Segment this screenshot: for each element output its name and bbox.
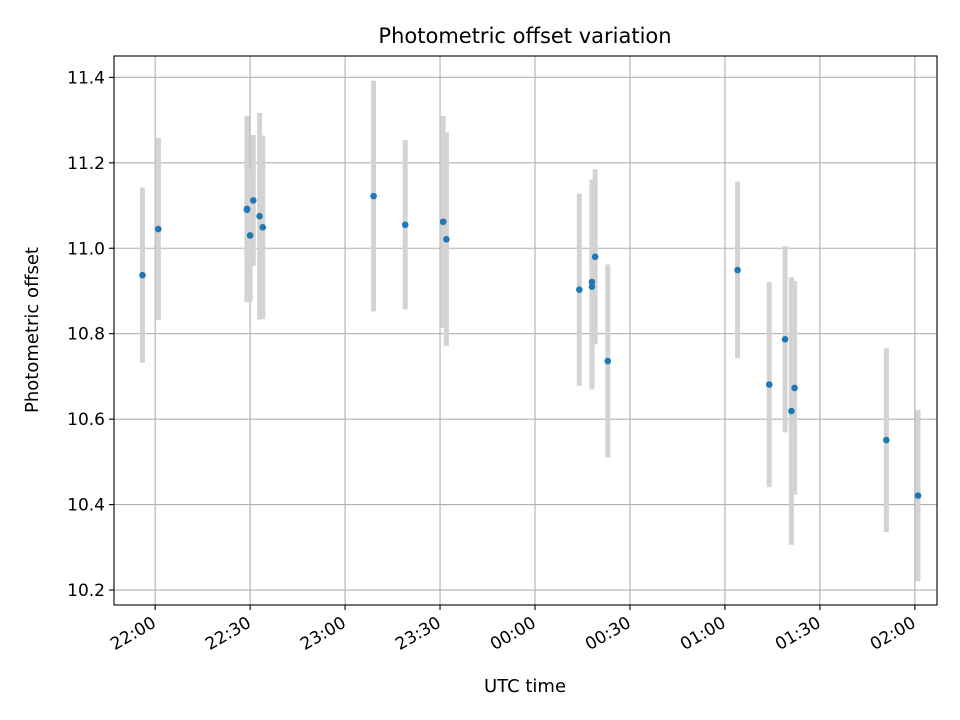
x-axis-label: UTC time: [484, 676, 566, 697]
data-point: [443, 235, 450, 243]
data-point: [591, 253, 599, 261]
data-point: [259, 224, 267, 231]
data-point: [734, 266, 741, 274]
data-point: [249, 197, 257, 204]
y-tick-label: 10.2: [67, 581, 105, 601]
data-point: [788, 407, 795, 415]
y-tick-label: 11.4: [67, 68, 105, 88]
data-point: [256, 212, 263, 220]
y-tick-label: 11.2: [67, 154, 105, 174]
data-point: [401, 221, 409, 229]
data-point: [791, 384, 798, 392]
chart-title: Photometric offset variation: [378, 24, 671, 48]
data-point: [439, 218, 447, 226]
data-point: [370, 192, 377, 200]
data-point: [914, 492, 922, 499]
data-point: [243, 206, 251, 214]
data-point: [588, 278, 596, 286]
y-tick-label: 10.6: [67, 410, 105, 430]
data-point: [765, 381, 773, 388]
data-points: [139, 192, 922, 499]
data-point: [781, 335, 789, 343]
y-axis-label: Photometric offset: [22, 247, 43, 413]
plot-frame: [113, 55, 938, 606]
grid-lines: [114, 56, 937, 605]
data-point: [246, 232, 254, 239]
data-point: [576, 286, 583, 293]
y-tick-label: 11.0: [67, 239, 105, 259]
y-axis-ticks: 10.2 10.4 10.6 10.8 11.0 11.2 11.4: [67, 68, 114, 601]
y-tick-label: 10.4: [67, 496, 105, 516]
y-tick-label: 10.8: [67, 325, 105, 345]
data-point: [604, 357, 612, 365]
data-point: [883, 436, 890, 444]
data-point: [588, 283, 596, 291]
data-point: [155, 225, 162, 233]
data-point: [139, 271, 146, 279]
